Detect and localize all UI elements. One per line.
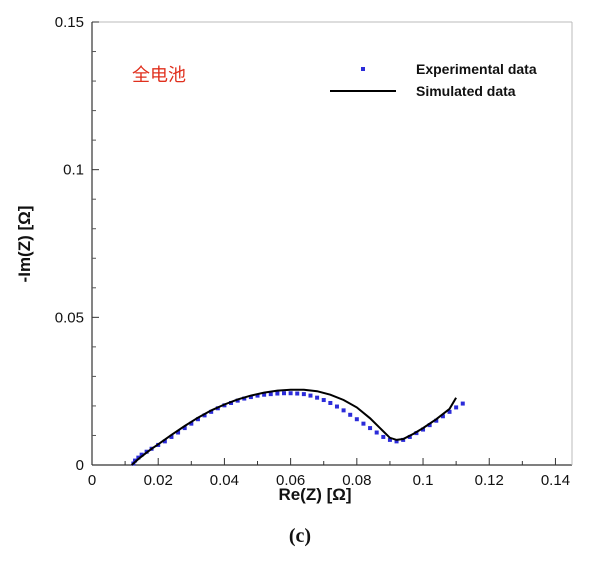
experimental-data-point [354, 417, 359, 422]
y-tick-label: 0.15 [55, 14, 84, 31]
experimental-data-point [295, 391, 300, 396]
experimental-data-point [315, 395, 320, 400]
experimental-data-point [242, 396, 247, 401]
experimental-data-point [275, 391, 280, 396]
experimental-data-point [255, 393, 260, 398]
experimental-data-point [282, 391, 286, 396]
experimental-data-point [334, 404, 339, 409]
experimental-data-point [374, 430, 379, 435]
experimental-data-point [209, 409, 214, 414]
experimental-data-point [182, 426, 187, 431]
experimental-data-point [262, 392, 267, 397]
y-tick-label: 0.05 [55, 309, 84, 326]
y-axis-label: -Im(Z) [Ω] [15, 206, 34, 283]
x-tick-label: 0.08 [342, 472, 371, 489]
experimental-data-point [341, 408, 346, 413]
experimental-data-point [454, 405, 459, 410]
legend: Experimental data Simulated data [330, 61, 537, 99]
experimental-data-point [195, 417, 200, 422]
experimental-data-point [321, 398, 326, 403]
experimental-data-point [447, 409, 452, 414]
experimental-data-point [394, 439, 399, 444]
x-tick-label: 0 [88, 472, 96, 489]
experimental-data-point [136, 455, 141, 460]
series-layer [131, 388, 465, 466]
experimental-data-point [407, 434, 412, 439]
chart-svg: 0 0.02 0.04 0.06 0.08 0.1 0.12 0.14 0 0.05 0.1 0.15… [15, 14, 573, 504]
experimental-data-point [328, 400, 333, 405]
experimental-data-point [301, 392, 306, 397]
experimental-data-point [268, 392, 273, 397]
experimental-data-point [387, 437, 392, 442]
y-tick-label: 0.1 [63, 162, 84, 179]
y-tick-label: 0 [76, 457, 84, 474]
figure-caption: (c) [288, 525, 312, 547]
legend-label: Experimental data [416, 61, 537, 77]
axes-layer: 0 0.02 0.04 0.06 0.08 0.1 0.12 0.14 0 0.05 0.1 0.15 [55, 14, 573, 489]
x-tick-label: 0.14 [541, 472, 570, 489]
experimental-data-point [202, 413, 207, 418]
experimental-data-point [176, 430, 181, 435]
legend-point-swatch [361, 67, 365, 71]
x-tick-label: 0.1 [413, 472, 434, 489]
legend-label: Simulated data [416, 83, 516, 99]
x-tick-label: 0.04 [210, 472, 239, 489]
experimental-data-point [381, 434, 386, 439]
experimental-data-point [368, 426, 373, 431]
experimental-data-point [169, 434, 174, 439]
x-tick-label: 0.02 [144, 472, 173, 489]
experimental-data-point [133, 458, 138, 463]
experimental-data-point [440, 414, 445, 419]
experimental-data-point [427, 423, 432, 428]
experimental-data-point [421, 427, 426, 432]
experimental-data-point [189, 421, 194, 426]
x-tick-label: 0.12 [475, 472, 504, 489]
experimental-data-point [460, 401, 465, 406]
x-tick-label: 0.06 [276, 472, 305, 489]
x-axis-label: Re(Z) [Ω] [278, 485, 351, 504]
experimental-data-point [308, 393, 313, 398]
experimental-data-point [139, 452, 144, 457]
experimental-data-point [348, 412, 353, 417]
experimental-data-point [434, 418, 439, 423]
annotation-label: 全电池 [132, 65, 186, 85]
experimental-data-point [162, 439, 167, 444]
experimental-data-point [361, 421, 366, 426]
simulated-data-line [131, 388, 457, 466]
experimental-data-point [235, 398, 240, 403]
experimental-data-point [288, 391, 293, 396]
experimental-data-point [248, 395, 253, 400]
